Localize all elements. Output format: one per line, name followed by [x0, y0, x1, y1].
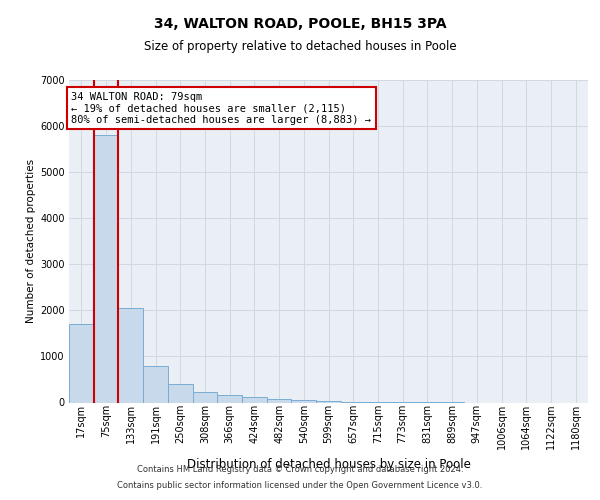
Bar — [118, 308, 143, 402]
Bar — [193, 392, 217, 402]
Bar — [94, 136, 118, 402]
X-axis label: Distribution of detached houses by size in Poole: Distribution of detached houses by size … — [187, 458, 470, 470]
Text: Contains HM Land Registry data © Crown copyright and database right 2024.: Contains HM Land Registry data © Crown c… — [137, 464, 463, 473]
Bar — [242, 397, 267, 402]
Bar — [267, 399, 292, 402]
Text: 34, WALTON ROAD, POOLE, BH15 3PA: 34, WALTON ROAD, POOLE, BH15 3PA — [154, 18, 446, 32]
Bar — [217, 395, 242, 402]
Bar — [168, 384, 193, 402]
Bar — [143, 366, 168, 403]
Y-axis label: Number of detached properties: Number of detached properties — [26, 159, 36, 324]
Text: Size of property relative to detached houses in Poole: Size of property relative to detached ho… — [143, 40, 457, 53]
Text: Contains public sector information licensed under the Open Government Licence v3: Contains public sector information licen… — [118, 480, 482, 490]
Text: 34 WALTON ROAD: 79sqm
← 19% of detached houses are smaller (2,115)
80% of semi-d: 34 WALTON ROAD: 79sqm ← 19% of detached … — [71, 92, 371, 124]
Bar — [292, 400, 316, 402]
Bar — [69, 324, 94, 402]
